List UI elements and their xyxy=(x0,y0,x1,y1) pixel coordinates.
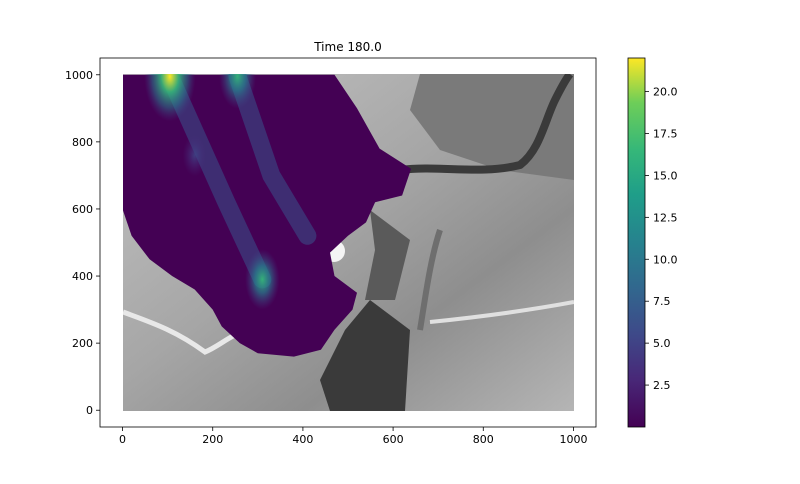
x-tick-label: 200 xyxy=(202,433,223,446)
colorbar-tick-label: 12.5 xyxy=(653,211,678,224)
terrain-dark-valley-upper xyxy=(365,210,410,300)
y-tick-label: 200 xyxy=(72,337,93,350)
x-tick-label: 1000 xyxy=(559,433,587,446)
flow-streak xyxy=(228,74,317,245)
colorbar-frame xyxy=(627,57,646,428)
colorbar-gradient xyxy=(628,58,645,427)
terrain-dark-valley xyxy=(320,300,410,411)
colorbar-tick-label: 7.5 xyxy=(653,295,671,308)
terrain-dark-channel xyxy=(399,74,574,174)
y-tick-label: 800 xyxy=(72,136,93,149)
flow-streak xyxy=(160,74,272,289)
x-tick-label: 800 xyxy=(473,433,494,446)
y-tick-label: 1000 xyxy=(65,69,93,82)
colorbar-tick-label: 20.0 xyxy=(653,86,678,99)
x-axis: 0 200 400 600 800 1000 xyxy=(119,427,587,446)
colorbar-ticks: 2.5 5.0 7.5 10.0 12.5 15.0 17.5 20.0 xyxy=(645,86,678,392)
flow-hotspot xyxy=(245,249,280,310)
axes-frame xyxy=(99,57,597,428)
colorbar-tick-label: 2.5 xyxy=(653,379,671,392)
colorbar-tick-label: 15.0 xyxy=(653,169,678,182)
y-tick-label: 600 xyxy=(72,203,93,216)
flow-overlay xyxy=(123,74,412,357)
terrain-dark-ridge xyxy=(417,229,443,331)
flow-hotspot xyxy=(182,134,207,177)
colorbar: 2.5 5.0 7.5 10.0 12.5 15.0 17.5 20.0 xyxy=(627,57,678,428)
y-axis: 0 200 400 600 800 1000 xyxy=(65,69,100,417)
terrain-light-ridge-right xyxy=(429,300,574,324)
x-tick-label: 0 xyxy=(119,433,126,446)
chart-title: Time 180.0 xyxy=(313,40,382,54)
x-tick-label: 400 xyxy=(292,433,313,446)
y-tick-label: 400 xyxy=(72,270,93,283)
colorbar-tick-label: 17.5 xyxy=(653,127,678,140)
flow-hotspot xyxy=(219,74,256,109)
colorbar-tick-label: 10.0 xyxy=(653,253,678,266)
flow-hotspot xyxy=(144,74,196,122)
colorbar-tick-label: 5.0 xyxy=(653,337,671,350)
y-tick-label: 0 xyxy=(86,404,93,417)
x-tick-label: 600 xyxy=(383,433,404,446)
